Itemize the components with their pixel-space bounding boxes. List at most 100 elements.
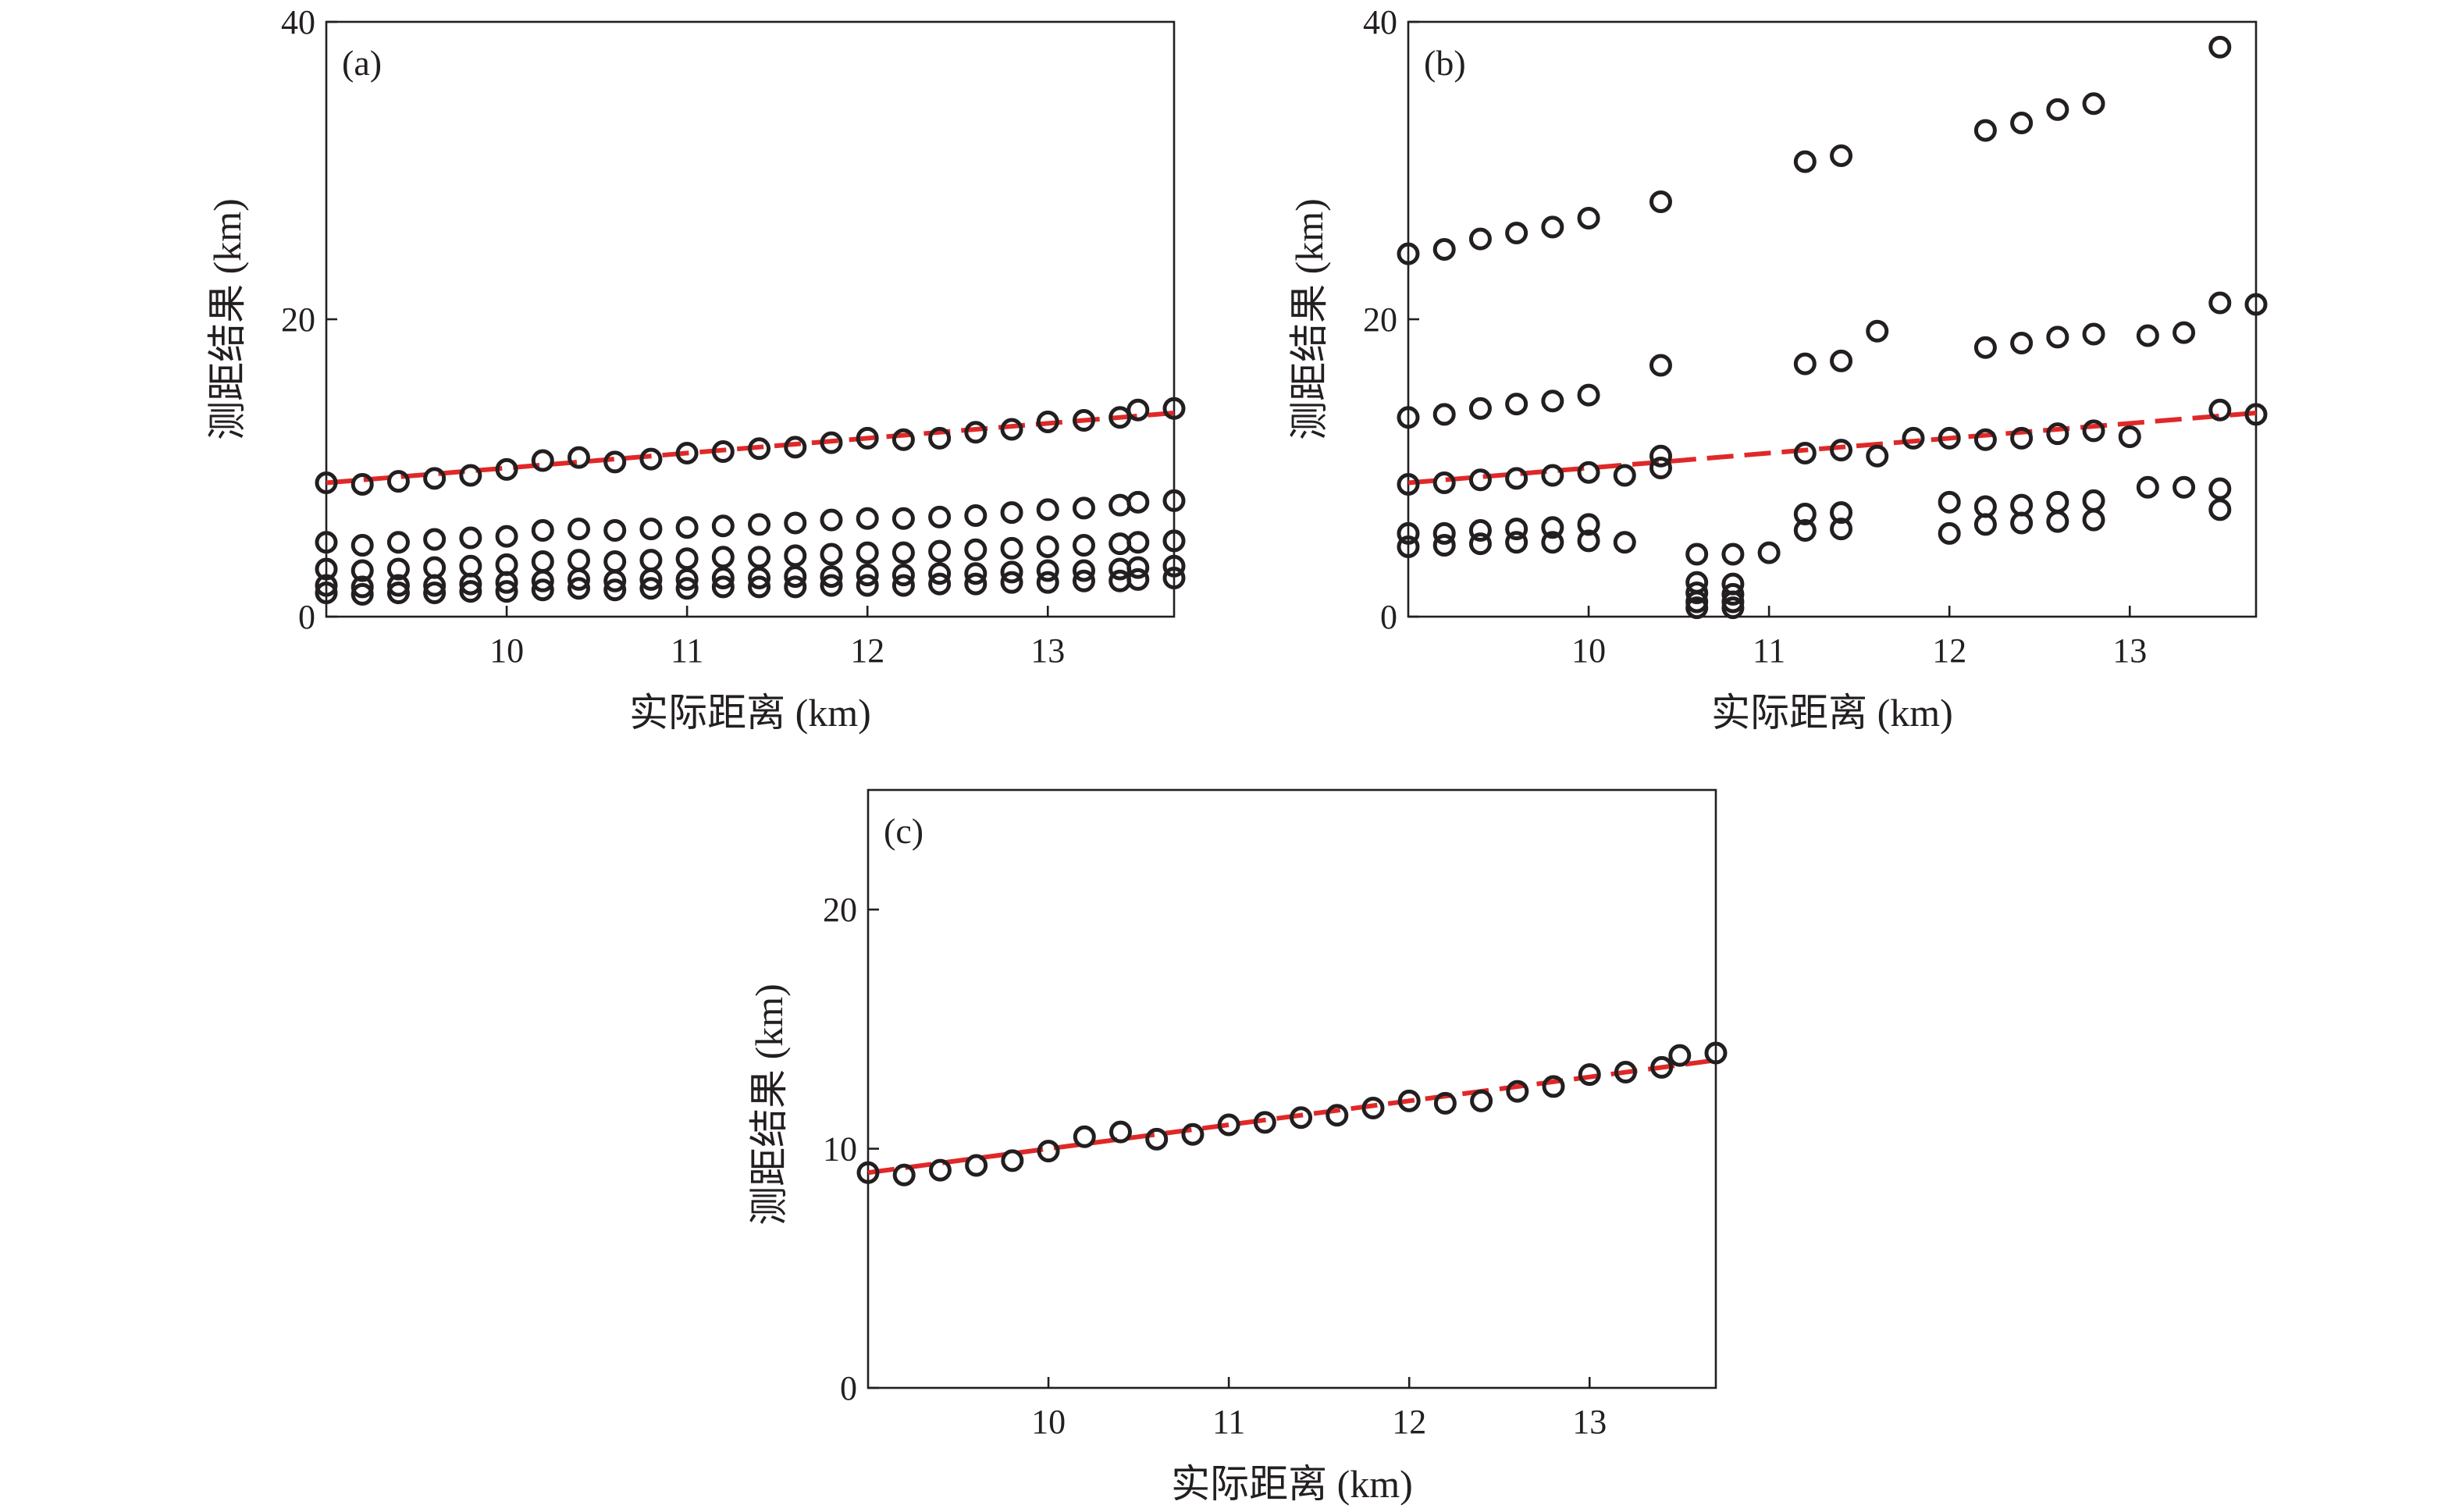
data-point <box>1830 439 1853 462</box>
data-point <box>2082 92 2105 116</box>
data-point <box>856 507 879 530</box>
plot-frame <box>867 788 1717 1389</box>
data-point <box>1614 1061 1637 1084</box>
data-point <box>1290 1106 1313 1130</box>
data-point <box>315 574 338 597</box>
data-point <box>1036 410 1059 433</box>
data-point <box>1793 441 1817 464</box>
data-point <box>820 508 843 532</box>
data-point <box>2208 35 2232 59</box>
data-point <box>2208 291 2232 315</box>
data-point <box>856 564 879 587</box>
data-point <box>1072 409 1095 432</box>
data-point <box>1072 569 1095 592</box>
data-point <box>1397 472 1420 496</box>
data-point <box>856 574 879 597</box>
data-point <box>531 519 554 543</box>
data-point <box>2010 511 2034 535</box>
data-point <box>2010 112 2034 135</box>
data-point <box>2046 510 2069 533</box>
data-point <box>1973 428 1997 451</box>
data-point <box>891 507 915 530</box>
data-point <box>1866 319 1889 343</box>
data-point <box>1145 1127 1169 1151</box>
data-point <box>1073 1125 1096 1148</box>
data-point <box>459 580 482 603</box>
data-point <box>1649 354 1672 377</box>
data-point <box>1938 521 1961 545</box>
data-point <box>1649 444 1672 468</box>
x-tick-label: 10 <box>1571 631 1606 670</box>
data-point <box>1181 1122 1205 1146</box>
data-point <box>1126 567 1150 591</box>
data-point <box>603 569 627 592</box>
data-point <box>748 437 771 461</box>
y-tick-label: 0 <box>298 598 315 636</box>
data-point <box>1542 1075 1565 1098</box>
data-point <box>1505 467 1528 490</box>
data-point <box>1162 566 1186 589</box>
data-point <box>675 567 699 591</box>
data-point <box>315 531 338 554</box>
data-point <box>423 467 447 490</box>
data-point <box>1000 560 1023 584</box>
data-point <box>1000 536 1023 560</box>
data-point <box>856 426 879 450</box>
data-point <box>351 472 374 496</box>
y-tick-label: 20 <box>1363 301 1397 339</box>
data-point <box>748 566 771 589</box>
data-point <box>386 470 410 493</box>
data-point <box>711 575 735 599</box>
data-point <box>2208 498 2232 521</box>
x-tick-label: 11 <box>671 631 703 670</box>
data-point <box>1036 535 1059 558</box>
data-point <box>711 514 735 538</box>
data-point <box>965 1154 988 1177</box>
data-point <box>1577 529 1600 553</box>
data-point <box>1000 571 1023 594</box>
data-point <box>1757 541 1781 564</box>
data-point <box>495 457 518 481</box>
data-point <box>531 550 554 574</box>
data-point <box>2082 322 2105 346</box>
data-point <box>1072 534 1095 557</box>
data-point <box>784 544 807 567</box>
data-point <box>459 526 482 550</box>
panel-a: 10 11 12 13 0 20 40 实际距离 (km) 测距结果 (km) (a) <box>205 3 1186 735</box>
data-point <box>1721 582 1745 606</box>
data-point <box>2082 508 2105 532</box>
data-point <box>2244 403 2268 426</box>
data-point <box>784 575 807 599</box>
data-point <box>315 582 338 605</box>
data-point <box>1505 222 1528 245</box>
data-point <box>1577 461 1600 484</box>
data-point <box>1468 227 1492 251</box>
data-point <box>1326 1104 1349 1127</box>
data-point <box>1432 534 1456 557</box>
data-point <box>1577 206 1600 229</box>
data-point <box>603 578 627 602</box>
data-point <box>1397 521 1420 545</box>
data-point <box>351 534 374 557</box>
data-point <box>1721 543 1745 566</box>
panel-b: 10 11 12 13 0 20 40 实际距离 (km) 测距结果 (km) (b) <box>1287 3 2268 735</box>
data-point <box>1126 490 1150 514</box>
data-point <box>1036 571 1059 594</box>
x-axis-label: 实际距离 (km) <box>1171 1462 1413 1506</box>
y-tick-label: 40 <box>281 3 315 41</box>
data-point <box>1072 559 1095 582</box>
data-point <box>603 550 627 574</box>
data-point <box>1541 516 1564 539</box>
data-point <box>1037 1140 1060 1163</box>
data-point <box>1432 403 1456 426</box>
data-point <box>386 557 410 581</box>
data-point <box>1668 1044 1692 1067</box>
x-tick-label: 13 <box>1030 631 1065 670</box>
data-point <box>748 575 771 599</box>
data-point <box>1578 1063 1601 1087</box>
data-point <box>820 543 843 566</box>
data-point <box>1397 242 1420 265</box>
data-point <box>784 436 807 459</box>
data-point <box>2010 426 2034 450</box>
data-point <box>1253 1111 1276 1134</box>
